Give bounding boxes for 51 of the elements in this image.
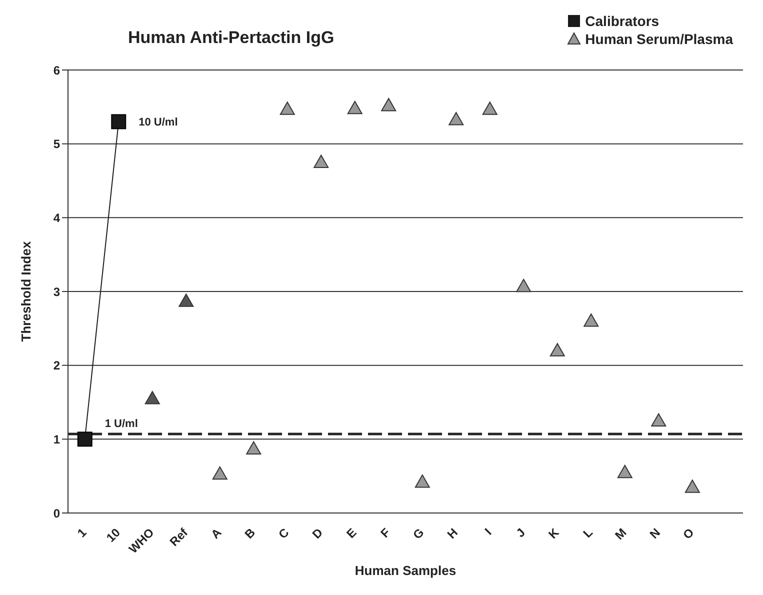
point: [347, 100, 362, 114]
point: [414, 474, 430, 488]
y-tick-label: 2: [53, 358, 60, 373]
x-tick-label: M: [612, 525, 630, 542]
x-tick-label: L: [580, 525, 596, 541]
y-axis-title: Threshold Index: [18, 240, 34, 342]
y-tick-label: 5: [53, 137, 60, 152]
point: [178, 294, 194, 307]
x-tick-label: K: [546, 525, 562, 542]
point: [77, 432, 92, 447]
point: [684, 480, 700, 493]
point: [617, 464, 632, 478]
annotation: 1 U/ml: [104, 418, 138, 430]
point: [212, 466, 228, 480]
x-tick-label: I: [482, 525, 494, 538]
point: [448, 112, 464, 126]
x-tick-label: O: [680, 525, 697, 542]
y-tick-label: 4: [53, 210, 60, 225]
point: [280, 102, 295, 115]
x-tick-label: B: [242, 525, 258, 542]
point: [516, 278, 532, 292]
x-tick-label: D: [309, 525, 326, 542]
y-tick-label: 6: [53, 63, 60, 78]
point: [550, 343, 565, 356]
x-tick-label: C: [276, 525, 292, 542]
x-axis-title: Human Samples: [354, 563, 456, 578]
x-tick-label: G: [410, 525, 427, 542]
point: [381, 98, 396, 112]
y-tick-label: 3: [53, 284, 60, 299]
x-tick-label: E: [344, 525, 360, 542]
point: [111, 114, 126, 130]
x-tick-label: N: [646, 525, 663, 542]
x-tick-label: H: [444, 525, 460, 542]
point: [482, 102, 498, 115]
x-tick-label: A: [208, 525, 224, 542]
x-tick-label: 10: [104, 525, 124, 545]
point: [651, 413, 666, 426]
annotation: 10 U/ml: [138, 116, 178, 129]
point: [144, 391, 160, 404]
y-tick-label: 0: [53, 506, 60, 520]
chart-title: Human Anti-Pertactin IgG: [128, 28, 334, 48]
y-tick-label: 1: [53, 432, 60, 446]
x-tick-label: J: [513, 525, 528, 540]
legend-label: Human Serum/Plasma: [585, 30, 733, 48]
x-tick-label: Ref: [166, 524, 192, 550]
point: [246, 441, 262, 455]
legend-label: Calibrators: [585, 12, 660, 30]
x-tick-label: F: [378, 525, 393, 541]
point: [314, 154, 329, 168]
x-tick-label: 1: [74, 525, 90, 540]
point: [584, 314, 599, 327]
